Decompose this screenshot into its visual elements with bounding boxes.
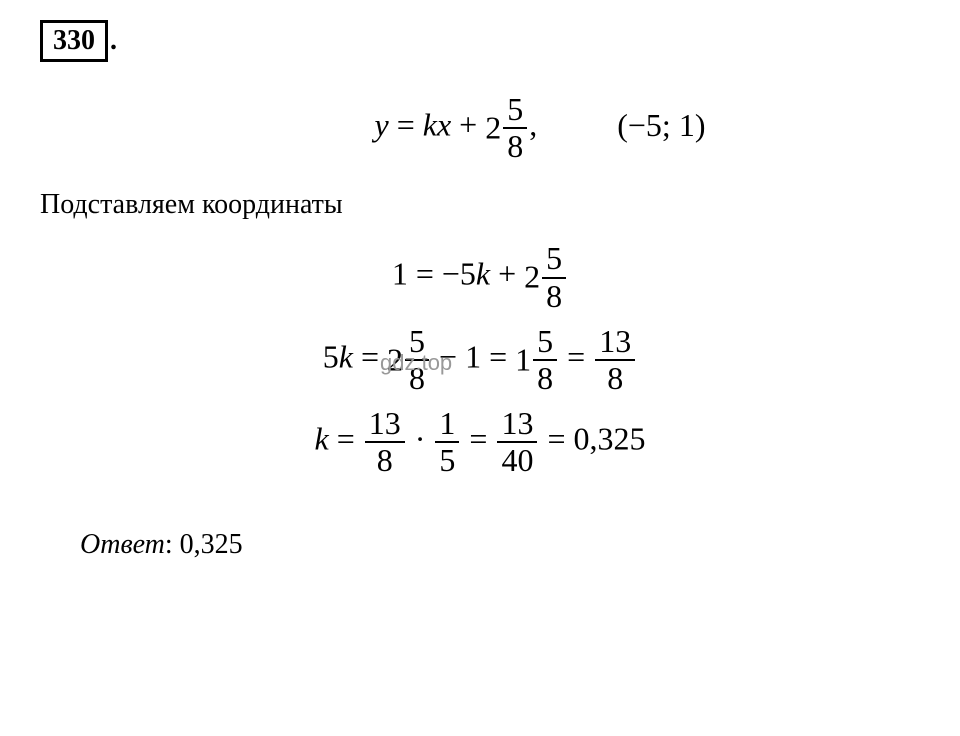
problem-number-wrapper: 330. <box>40 20 920 62</box>
eq-equals: = <box>389 107 423 143</box>
eq3-frac3-num: 13 <box>497 406 537 443</box>
eq1-plus: + <box>490 256 524 292</box>
eq-k: k <box>423 107 437 143</box>
eq-mixed-int: 2 <box>485 110 501 146</box>
answer-label: Ответ <box>80 529 165 560</box>
eq2-equals2: = <box>481 338 515 374</box>
eq3-fraction2: 15 <box>435 406 459 478</box>
eq2-mixed-int2: 1 <box>515 341 531 377</box>
answer-value: 0,325 <box>180 529 243 560</box>
eq3-frac1-den: 8 <box>365 443 405 478</box>
main-equation: y = kx + 258, (−5; 1) <box>40 92 920 164</box>
eq2-one: 1 <box>465 338 481 374</box>
eq-fraction: 58 <box>503 92 527 164</box>
eq-comma: , <box>529 107 537 143</box>
watermark: gdz.top <box>380 350 452 376</box>
eq3-frac3-den: 40 <box>497 443 537 478</box>
eq-frac-den: 8 <box>503 129 527 164</box>
eq3-result: 0,325 <box>574 421 646 457</box>
eq3-k: k <box>315 421 329 457</box>
eq1-minus: − <box>442 256 460 292</box>
eq1-five: 5 <box>460 256 476 292</box>
eq1-k: k <box>476 256 490 292</box>
eq-x: x <box>437 107 451 143</box>
eq1-frac-num: 5 <box>542 241 566 278</box>
eq3-fraction1: 138 <box>365 406 405 478</box>
eq-plus: + <box>451 107 485 143</box>
problem-number: 330 <box>40 20 108 62</box>
answer-colon: : <box>165 529 180 560</box>
equation-row-2: 5k = 258 − 1 = 158 = 138 <box>40 324 920 396</box>
eq2-frac3-num: 13 <box>595 324 635 361</box>
eq2-equals3: = <box>559 338 593 374</box>
eq-point: (−5; 1) <box>617 107 705 143</box>
eq2-five: 5 <box>323 338 339 374</box>
eq1-frac-den: 8 <box>542 279 566 314</box>
eq3-frac2-num: 1 <box>435 406 459 443</box>
eq2-frac3-den: 8 <box>595 361 635 396</box>
equation-row-3: k = 138 · 15 = 1340 = 0,325 <box>40 406 920 478</box>
eq2-fraction2: 58 <box>533 324 557 396</box>
equation-row-1: 1 = −5k + 258 <box>40 241 920 313</box>
eq3-frac2-den: 5 <box>435 443 459 478</box>
eq1-equals: = <box>408 256 442 292</box>
answer-line: Ответ: 0,325 <box>80 529 920 561</box>
eq2-frac2-num: 5 <box>533 324 557 361</box>
eq1-lhs: 1 <box>392 256 408 292</box>
eq2-frac2-den: 8 <box>533 361 557 396</box>
math-block: 1 = −5k + 258 5k = 258 − 1 = 158 = 138 k… <box>40 241 920 478</box>
eq-frac-num: 5 <box>503 92 527 129</box>
eq3-frac1-num: 13 <box>365 406 405 443</box>
eq-lhs: y <box>375 107 389 143</box>
eq2-k: k <box>339 338 353 374</box>
eq3-equals: = <box>329 421 363 457</box>
substitute-text: Подставляем координаты <box>40 189 920 221</box>
eq3-equals3: = <box>539 421 573 457</box>
eq3-equals2: = <box>461 421 495 457</box>
problem-period: . <box>110 25 117 56</box>
eq1-fraction: 58 <box>542 241 566 313</box>
eq3-fraction3: 1340 <box>497 406 537 478</box>
eq1-mixed-int: 2 <box>524 259 540 295</box>
eq3-dot: · <box>407 421 434 457</box>
eq2-fraction3: 138 <box>595 324 635 396</box>
